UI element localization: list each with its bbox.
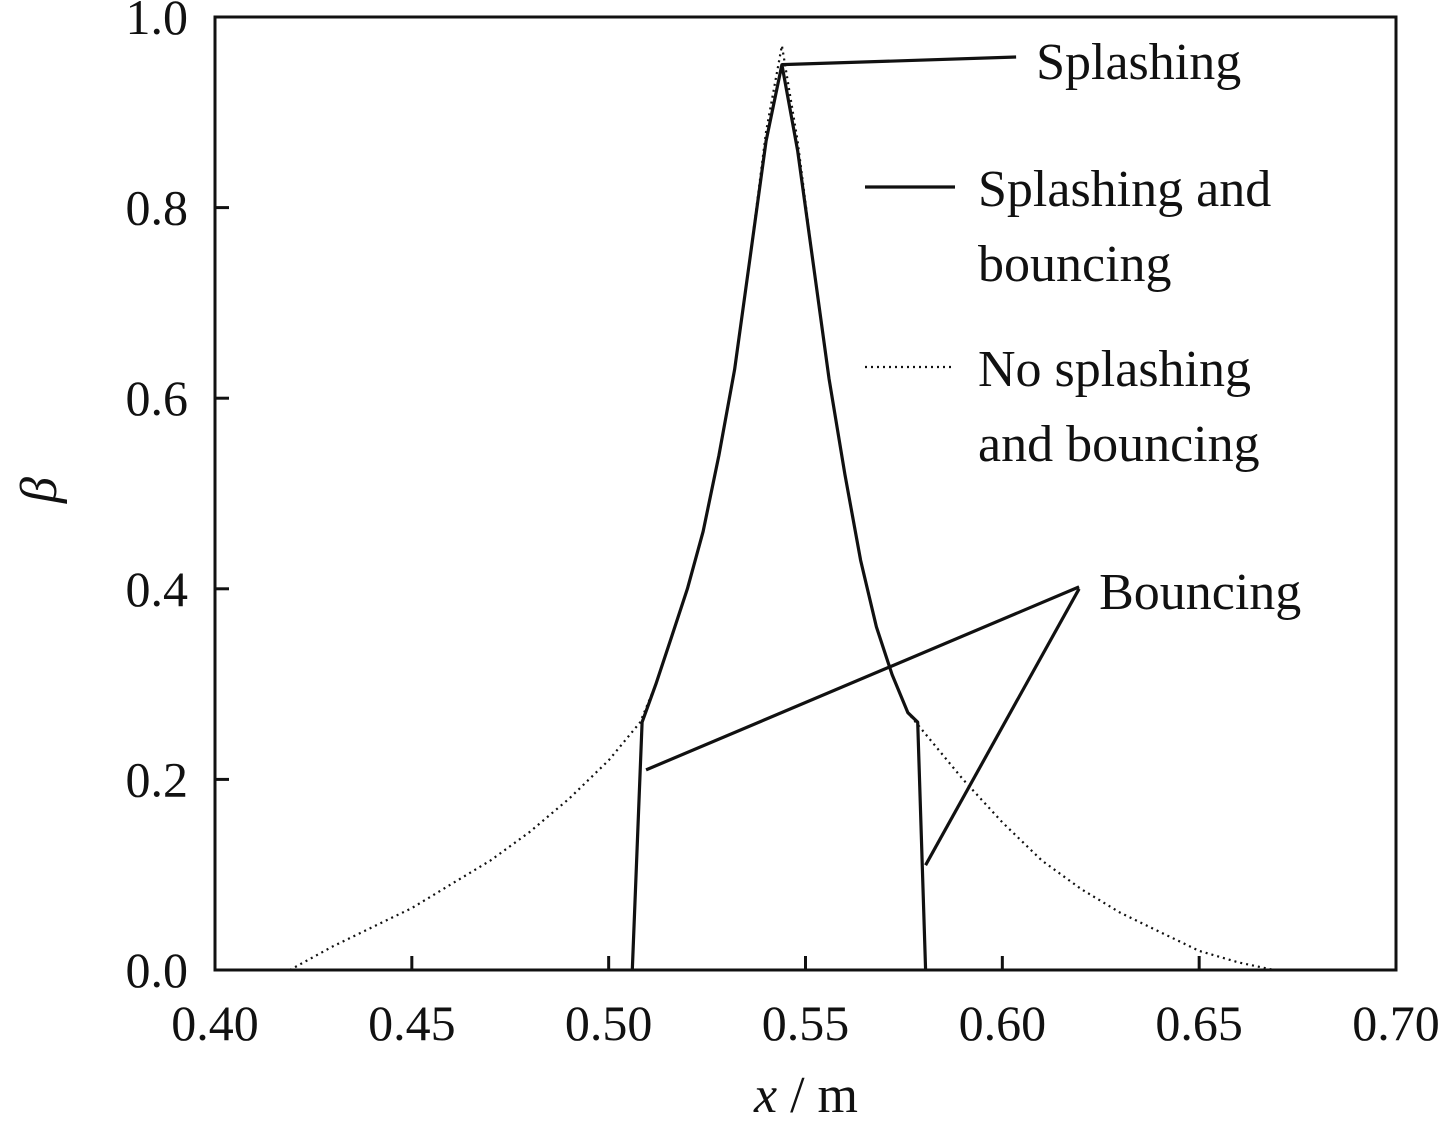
y-axis-title: β xyxy=(11,477,68,504)
y-tick-label: 0.2 xyxy=(126,751,189,807)
annotation-label-bouncing: Bouncing xyxy=(1099,564,1301,621)
y-tick-label: 0.6 xyxy=(126,370,189,426)
annotation-label-splashing: Splashing xyxy=(1036,34,1241,91)
x-tick-label: 0.55 xyxy=(762,995,850,1051)
legend-label: bouncing xyxy=(978,236,1172,293)
x-tick-label: 0.50 xyxy=(565,995,653,1051)
annotation-leader-line xyxy=(645,585,1080,772)
legend-label: and bouncing xyxy=(978,416,1260,473)
legend: Splashing and bouncing No splashing and bou… xyxy=(865,161,1271,473)
x-tick-label: 0.45 xyxy=(368,995,456,1051)
legend-label: No splashing xyxy=(978,341,1251,398)
plot-frame xyxy=(213,15,1398,972)
annotation-leader-line xyxy=(924,588,1081,866)
legend-label: Splashing and xyxy=(978,161,1271,218)
x-tick-label: 0.40 xyxy=(171,995,259,1051)
tick-layer: 0.40 0.45 0.50 0.55 0.60 0.65 0.70 0.0 0.2 0.4 0.6… xyxy=(126,0,1440,1051)
series-no-splashing-and-bouncing xyxy=(289,44,1275,972)
x-tick-label: 0.70 xyxy=(1352,995,1440,1051)
y-tick-label: 0.8 xyxy=(126,180,189,236)
y-tick-label: 1.0 xyxy=(126,0,189,45)
x-axis-unit: / m xyxy=(777,1067,858,1121)
x-axis-variable: x xyxy=(753,1067,777,1121)
series-splashing-and-bouncing xyxy=(630,63,928,971)
y-tick-label: 0.4 xyxy=(126,561,189,617)
annotation-leader-line xyxy=(781,55,1017,67)
x-tick-label: 0.60 xyxy=(959,995,1047,1051)
annotation-layer: Splashing Bouncing xyxy=(645,34,1301,866)
y-tick-label: 0.0 xyxy=(126,942,189,998)
x-axis-title: x / m xyxy=(753,1067,858,1121)
x-tick-label: 0.65 xyxy=(1155,995,1243,1051)
